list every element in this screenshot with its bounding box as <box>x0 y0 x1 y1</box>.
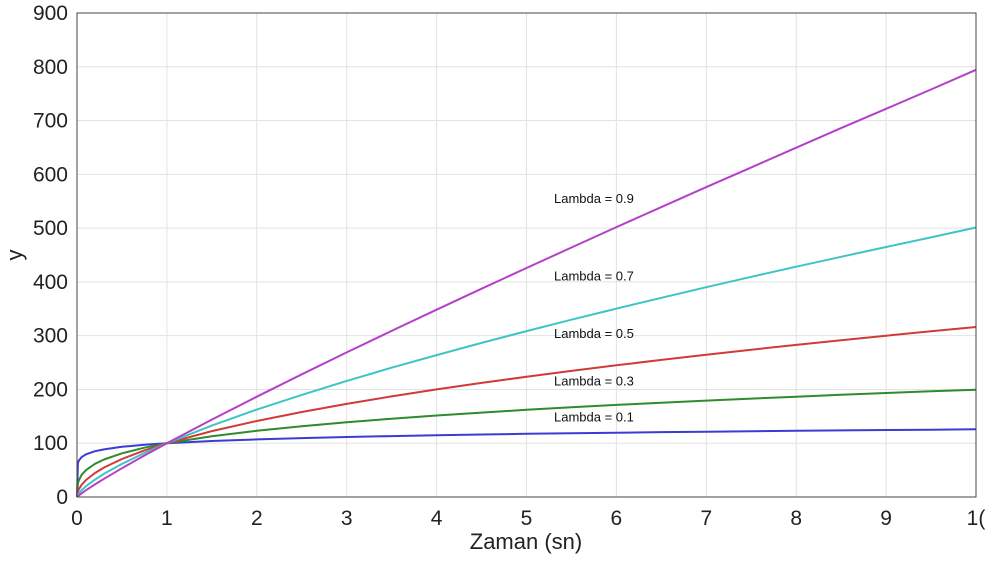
y-tick-label: 700 <box>33 110 68 133</box>
series-labels: Lambda = 0.1 Lambda = 0.3 Lambda = 0.5 Lamb… <box>554 191 634 425</box>
x-tick-label: 3 <box>341 507 353 530</box>
y-tick-label: 100 <box>33 432 68 455</box>
series-line <box>76 226 977 498</box>
y-tick-label: 900 <box>33 2 68 25</box>
x-tick-label: 0 <box>71 507 83 530</box>
y-tick-label: 200 <box>33 378 68 401</box>
x-axis-label: Zaman (sn) <box>470 529 582 554</box>
series-label: Lambda = 0.3 <box>554 374 634 389</box>
x-tick-label: 9 <box>880 507 892 530</box>
y-tick-label: 500 <box>33 217 68 240</box>
series-label: Lambda = 0.5 <box>554 326 634 341</box>
x-tick-label: 1 <box>161 507 173 530</box>
x-tick-label: 5 <box>521 507 533 530</box>
y-tick-label: 300 <box>33 325 68 348</box>
x-tick-label: 1( <box>967 507 986 530</box>
y-tick-labels: 0 100 200 300 400 500 600 700 800 900 <box>33 2 68 509</box>
series-label: Lambda = 0.9 <box>554 191 634 206</box>
x-tick-label: 4 <box>431 507 443 530</box>
y-tick-label: 0 <box>56 486 68 509</box>
x-tick-label: 7 <box>700 507 712 530</box>
series-line <box>76 68 977 498</box>
y-axis-label: y <box>2 250 27 261</box>
series-label: Lambda = 0.7 <box>554 268 634 283</box>
x-tick-label: 2 <box>251 507 263 530</box>
series-line <box>76 388 977 498</box>
y-tick-label: 800 <box>33 56 68 79</box>
plot-frame <box>76 12 977 498</box>
x-tick-labels: 0 1 2 3 4 5 6 7 8 9 1( <box>71 507 985 530</box>
x-tick-label: 6 <box>611 507 623 530</box>
series-label: Lambda = 0.1 <box>554 410 634 425</box>
x-tick-label: 8 <box>790 507 802 530</box>
series-line <box>76 428 977 498</box>
series-lines <box>76 68 977 498</box>
y-tick-label: 400 <box>33 271 68 294</box>
series-line <box>76 326 977 498</box>
y-tick-label: 600 <box>33 163 68 186</box>
